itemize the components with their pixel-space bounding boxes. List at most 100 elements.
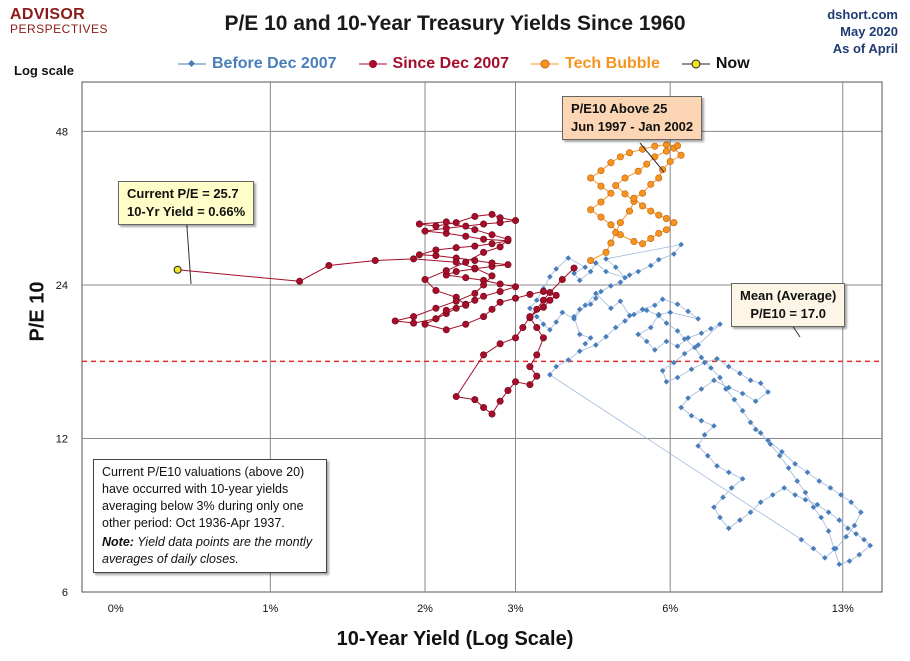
legend-label-tech: Tech Bubble [565,55,660,72]
data-point [720,494,726,501]
data-point [655,312,662,319]
data-point [698,417,705,424]
data-point [587,206,595,214]
data-point [526,313,534,321]
current-callout-line1: Current P/E = 25.7 [127,186,239,201]
data-point [667,309,674,316]
data-point [519,324,527,332]
tech-callout-leader [639,142,665,173]
data-point [802,489,809,496]
data-point [674,374,681,381]
data-point [717,374,723,381]
data-point [711,423,717,429]
data-point [462,232,470,240]
data-point [421,275,429,283]
data-point [546,288,554,296]
tech-callout-line1: P/E10 Above 25 [571,101,668,116]
data-point [576,306,583,313]
data-point [816,478,823,484]
y-tick-label: 24 [56,280,68,292]
data-point [655,256,662,263]
data-point [635,268,642,275]
data-point [643,338,650,345]
data-point [678,241,684,248]
data-point [662,141,670,149]
legend-marker-since [358,60,387,68]
data-point [685,395,691,401]
data-point [671,359,677,366]
data-point [643,160,651,168]
data-point [421,320,429,328]
data-point [582,302,589,309]
data-point [471,396,479,404]
data-point [603,256,609,262]
data-point [851,522,858,529]
data-point [533,297,540,304]
x-axis-label: 10-Year Yield (Log Scale) [336,628,574,650]
data-point [512,217,520,225]
data-point [570,264,578,272]
now-connector-line [177,269,300,282]
legend-marker-before [178,59,206,68]
data-point [593,260,599,266]
data-point [533,351,541,359]
data-point [480,313,488,321]
data-point [442,267,450,275]
data-point [626,207,634,215]
data-point [867,542,874,549]
data-point [593,290,599,297]
data-point [651,302,658,309]
data-point [526,363,534,371]
data-point [480,292,488,300]
data-point [678,404,684,411]
data-point [442,218,450,226]
legend-item-since: Since Dec 2007 [358,55,509,73]
data-point [512,378,520,386]
data-point [626,312,633,319]
data-point [496,397,504,405]
data-point [526,290,534,298]
x-tick-label: 1% [262,603,278,615]
data-point [639,306,646,313]
data-point [471,226,479,234]
data-point [752,398,759,405]
data-point [576,277,583,284]
data-point [512,294,520,302]
data-point [677,151,685,159]
data-point [533,372,541,380]
data-point [794,478,801,484]
data-point [711,504,717,510]
data-point [853,531,859,537]
legend-item-tech: Tech Bubble [531,55,660,73]
series-0 [527,241,874,568]
data-point [631,311,637,318]
data-point [603,333,609,340]
data-point [804,469,811,476]
series-3 [173,265,182,274]
series-group [173,141,874,568]
data-point [765,437,771,444]
data-point [814,501,821,508]
current-callout-line2: 10-Yr Yield = 0.66% [127,204,246,219]
data-point [462,320,470,328]
data-point [553,319,560,325]
y-tick-label: 48 [56,126,68,138]
series-line [529,244,871,565]
data-point [296,277,304,285]
data-point [480,248,488,256]
data-point [587,174,595,182]
data-point [432,304,440,312]
data-point [714,355,720,362]
data-point [769,492,776,498]
data-point [432,287,440,295]
data-point [663,338,670,345]
data-point [626,272,633,278]
data-point [779,448,785,455]
data-point [526,381,534,389]
data-point [634,167,642,175]
data-point [607,189,615,197]
data-point [843,533,849,540]
data-point [471,212,479,220]
data-point [622,274,628,281]
data-point [452,244,460,252]
